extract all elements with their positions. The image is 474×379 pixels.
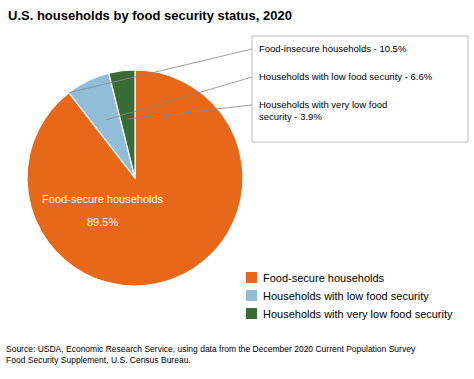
leader-line [69, 49, 252, 93]
legend-entry: Households with low food security [263, 290, 429, 302]
annotation-line: security - 3.9% [259, 111, 322, 122]
pie-slice [109, 70, 135, 178]
pie-slice [27, 70, 243, 286]
annotation-line: Food-insecure households - 10.5% [259, 43, 407, 54]
data-label: 89.5% [87, 216, 118, 228]
legend-entry: Households with very low food security [263, 308, 453, 320]
leader-line [128, 105, 252, 119]
annotation-line: Households with low food security - 6.6% [259, 71, 433, 82]
pie [27, 70, 243, 286]
source-line: Source: USDA, Economic Research Service,… [6, 344, 416, 354]
legend-swatch [246, 272, 257, 283]
legend-swatch [246, 290, 257, 301]
annotation: Households with very low foodsecurity - … [259, 99, 387, 122]
annotation-line: Households with very low food [259, 99, 387, 110]
annotation: Food-insecure households - 10.5% [259, 43, 407, 54]
source-line: Food Security Supplement, U.S. Census Bu… [6, 355, 191, 365]
annotation: Households with low food security - 6.6% [259, 71, 433, 82]
background [0, 0, 474, 379]
legend-swatch [246, 308, 257, 319]
legend-entry: Food-secure households [263, 272, 385, 284]
slice-name-label: Food-secure households [42, 193, 164, 205]
leader-line [107, 77, 252, 120]
title: U.S. households by food security status,… [8, 8, 292, 23]
legend: Food-secure households Households with lo… [246, 272, 453, 320]
annotation-box [252, 36, 468, 142]
source: Source: USDA, Economic Research Service,… [6, 344, 416, 365]
chart: U.S. households by food security status,… [0, 0, 474, 379]
